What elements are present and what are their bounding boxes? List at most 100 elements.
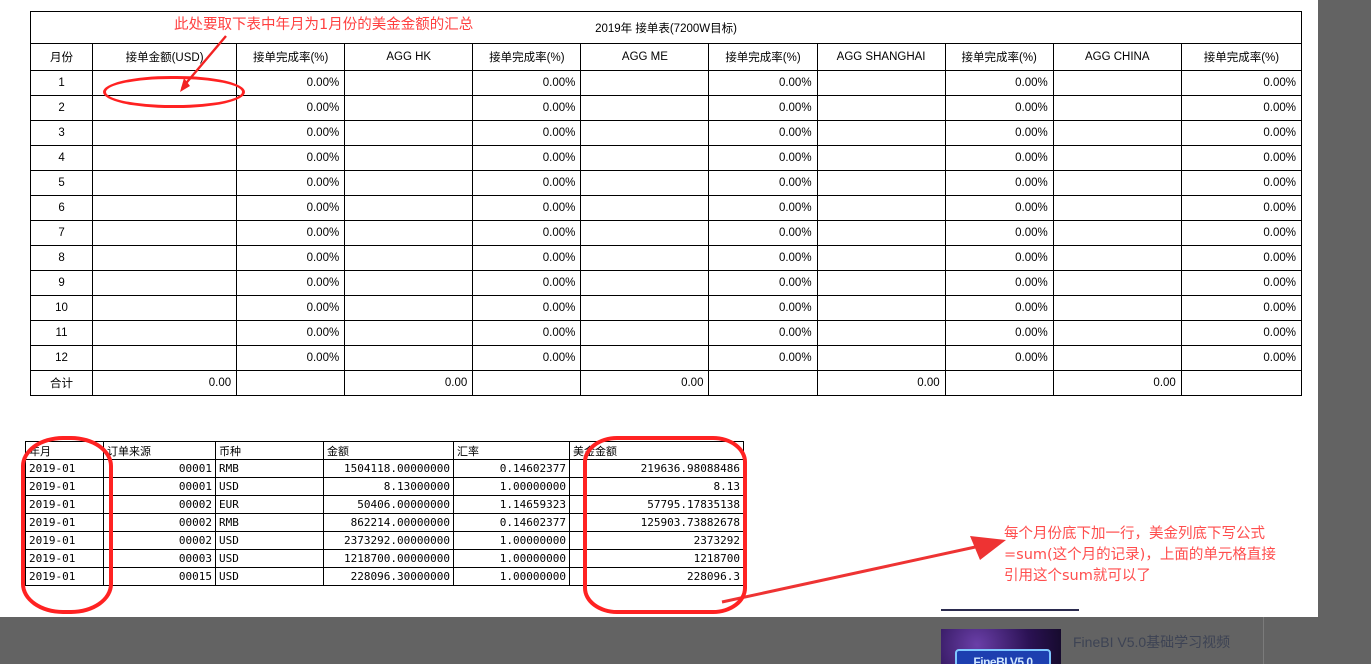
- total-cell-agg-me[interactable]: 0.00: [580, 370, 710, 396]
- detail-cell-usd[interactable]: 219636.98088486: [569, 459, 744, 478]
- cell-amount-usd[interactable]: [92, 70, 238, 96]
- cell-rate-total[interactable]: 0.00%: [236, 295, 346, 321]
- cell-agg-hk[interactable]: [344, 145, 474, 171]
- cell-agg-china[interactable]: [1052, 270, 1182, 296]
- detail-cell-source[interactable]: 00002: [103, 513, 216, 532]
- detail-cell-amount[interactable]: 862214.00000000: [323, 513, 454, 532]
- cell-rate-hk[interactable]: 0.00%: [472, 170, 582, 196]
- cell-agg-shanghai[interactable]: [816, 120, 946, 146]
- cell-agg-hk[interactable]: [344, 195, 474, 221]
- cell-agg-me[interactable]: [580, 245, 710, 271]
- cell-rate-me[interactable]: 0.00%: [708, 320, 818, 346]
- cell-month[interactable]: 5: [29, 170, 94, 196]
- cell-rate-total[interactable]: 0.00%: [236, 95, 346, 121]
- cell-rate-hk[interactable]: 0.00%: [472, 220, 582, 246]
- cell-rate-me[interactable]: 0.00%: [708, 145, 818, 171]
- total-cell-agg-shanghai[interactable]: 0.00: [816, 370, 946, 396]
- cell-rate-china[interactable]: 0.00%: [1180, 95, 1303, 121]
- cell-rate-shanghai[interactable]: 0.00%: [944, 145, 1054, 171]
- cell-amount-usd[interactable]: [92, 195, 238, 221]
- cell-agg-china[interactable]: [1052, 295, 1182, 321]
- cell-agg-shanghai[interactable]: [816, 170, 946, 196]
- detail-cell-currency[interactable]: USD: [215, 567, 324, 586]
- cell-amount-usd[interactable]: [92, 295, 238, 321]
- detail-cell-usd[interactable]: 2373292: [569, 531, 744, 550]
- cell-agg-me[interactable]: [580, 70, 710, 96]
- cell-rate-shanghai[interactable]: 0.00%: [944, 95, 1054, 121]
- cell-rate-me[interactable]: 0.00%: [708, 195, 818, 221]
- detail-cell-amount[interactable]: 50406.00000000: [323, 495, 454, 514]
- cell-rate-china[interactable]: 0.00%: [1180, 145, 1303, 171]
- total-cell-rate-hk[interactable]: [472, 370, 582, 396]
- cell-month[interactable]: 7: [29, 220, 94, 246]
- cell-agg-hk[interactable]: [344, 120, 474, 146]
- detail-cell-amount[interactable]: 2373292.00000000: [323, 531, 454, 550]
- cell-rate-shanghai[interactable]: 0.00%: [944, 195, 1054, 221]
- cell-month[interactable]: 8: [29, 245, 94, 271]
- header-agg-shanghai[interactable]: AGG SHANGHAI: [816, 43, 946, 71]
- detail-cell-usd[interactable]: 8.13: [569, 477, 744, 496]
- detail-cell-yearmonth[interactable]: 2019-01: [25, 549, 104, 568]
- cell-month[interactable]: 10: [29, 295, 94, 321]
- detail-cell-yearmonth[interactable]: 2019-01: [25, 531, 104, 550]
- cell-agg-shanghai[interactable]: [816, 270, 946, 296]
- cell-agg-china[interactable]: [1052, 345, 1182, 371]
- detail-cell-usd[interactable]: 1218700: [569, 549, 744, 568]
- cell-agg-china[interactable]: [1052, 320, 1182, 346]
- cell-rate-shanghai[interactable]: 0.00%: [944, 220, 1054, 246]
- cell-rate-me[interactable]: 0.00%: [708, 70, 818, 96]
- cell-rate-shanghai[interactable]: 0.00%: [944, 295, 1054, 321]
- cell-agg-me[interactable]: [580, 320, 710, 346]
- header-rate-total[interactable]: 接单完成率(%): [236, 43, 346, 71]
- detail-cell-source[interactable]: 00002: [103, 495, 216, 514]
- detail-cell-rate[interactable]: 1.14659323: [453, 495, 570, 514]
- cell-rate-hk[interactable]: 0.00%: [472, 195, 582, 221]
- detail-cell-rate[interactable]: 1.00000000: [453, 567, 570, 586]
- cell-agg-me[interactable]: [580, 95, 710, 121]
- detail-cell-amount[interactable]: 1218700.00000000: [323, 549, 454, 568]
- header-agg-hk[interactable]: AGG HK: [344, 43, 474, 71]
- cell-agg-china[interactable]: [1052, 220, 1182, 246]
- cell-rate-total[interactable]: 0.00%: [236, 145, 346, 171]
- video-thumbnail[interactable]: FineBI V5.0: [941, 629, 1061, 664]
- cell-agg-shanghai[interactable]: [816, 95, 946, 121]
- detail-cell-currency[interactable]: RMB: [215, 459, 324, 478]
- detail-cell-currency[interactable]: USD: [215, 549, 324, 568]
- cell-rate-me[interactable]: 0.00%: [708, 345, 818, 371]
- cell-rate-china[interactable]: 0.00%: [1180, 195, 1303, 221]
- cell-rate-shanghai[interactable]: 0.00%: [944, 270, 1054, 296]
- cell-agg-shanghai[interactable]: [816, 245, 946, 271]
- detail-cell-usd[interactable]: 57795.17835138: [569, 495, 744, 514]
- header-rate-shanghai[interactable]: 接单完成率(%): [944, 43, 1054, 71]
- cell-agg-shanghai[interactable]: [816, 145, 946, 171]
- header-month[interactable]: 月份: [29, 43, 94, 71]
- detail-cell-rate[interactable]: 1.00000000: [453, 531, 570, 550]
- cell-rate-me[interactable]: 0.00%: [708, 270, 818, 296]
- cell-agg-hk[interactable]: [344, 220, 474, 246]
- total-cell-rate-china[interactable]: [1180, 370, 1303, 396]
- total-cell-month[interactable]: 合计: [29, 370, 94, 396]
- detail-cell-currency[interactable]: RMB: [215, 513, 324, 532]
- header-rate-china[interactable]: 接单完成率(%): [1180, 43, 1303, 71]
- cell-agg-china[interactable]: [1052, 70, 1182, 96]
- total-cell-agg-hk[interactable]: 0.00: [344, 370, 474, 396]
- cell-agg-china[interactable]: [1052, 170, 1182, 196]
- cell-rate-hk[interactable]: 0.00%: [472, 95, 582, 121]
- detail-cell-yearmonth[interactable]: 2019-01: [25, 567, 104, 586]
- cell-amount-usd[interactable]: [92, 170, 238, 196]
- detail-cell-rate[interactable]: 0.14602377: [453, 513, 570, 532]
- video-recommendation-card[interactable]: FineBI V5.0 FineBI V5.0基础学习视频: [933, 609, 1318, 664]
- cell-agg-shanghai[interactable]: [816, 70, 946, 96]
- cell-agg-china[interactable]: [1052, 195, 1182, 221]
- cell-rate-hk[interactable]: 0.00%: [472, 270, 582, 296]
- cell-agg-me[interactable]: [580, 170, 710, 196]
- cell-agg-me[interactable]: [580, 145, 710, 171]
- cell-agg-shanghai[interactable]: [816, 320, 946, 346]
- cell-agg-hk[interactable]: [344, 320, 474, 346]
- detail-cell-usd[interactable]: 228096.3: [569, 567, 744, 586]
- detail-cell-currency[interactable]: EUR: [215, 495, 324, 514]
- cell-rate-china[interactable]: 0.00%: [1180, 70, 1303, 96]
- cell-month[interactable]: 1: [29, 70, 94, 96]
- cell-rate-shanghai[interactable]: 0.00%: [944, 320, 1054, 346]
- cell-rate-china[interactable]: 0.00%: [1180, 220, 1303, 246]
